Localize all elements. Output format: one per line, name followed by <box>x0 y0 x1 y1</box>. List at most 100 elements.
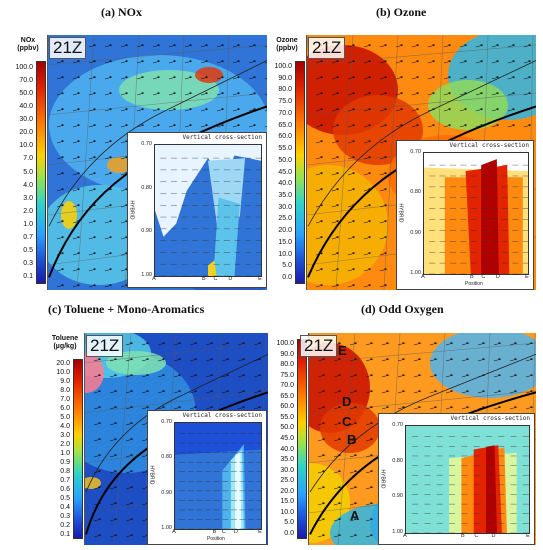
panel-b-ozone-map: Ozone (ppbv) 100.0 90.0 80.0 75.0 70.0 65.0 60… <box>268 35 536 290</box>
legend-tick-label: 0.1 <box>60 530 70 538</box>
cross-section-x-tick: A <box>152 276 156 282</box>
cross-section-y-tick: 0.70 <box>161 419 172 425</box>
cross-section-plot <box>174 422 262 530</box>
nox-cross-section-inset: Vertical cross-section HYBRID 0.70 0.80 0.90… <box>127 132 267 288</box>
legend-tick-label: 0.1 <box>23 273 33 281</box>
legend-tick-label: 0.0 <box>282 274 292 282</box>
legend-tick-label: 25.0 <box>280 477 294 485</box>
cross-section-y-axis-label: HYBRID <box>379 469 386 488</box>
cross-section-field <box>175 423 261 529</box>
legend-tick-label: 0.9 <box>60 458 70 466</box>
legend-tick-label: 65.0 <box>278 121 292 129</box>
cross-section-x-tick: A <box>403 533 407 539</box>
legend-tick-label: 50.0 <box>280 424 294 432</box>
legend-tick-label: 20.0 <box>56 359 70 367</box>
cross-section-title: Vertical cross-section <box>449 142 529 149</box>
legend-tick-label: 0.3 <box>60 512 70 520</box>
legend-tick-label: 60.0 <box>280 403 294 411</box>
cross-section-x-tick: D <box>495 274 500 280</box>
cross-section-y-axis-label: HYBRID <box>397 203 404 222</box>
legend-tick-label: 50.0 <box>19 89 33 97</box>
legend-tick-label: 0.8 <box>60 467 70 475</box>
transect-point-d: D <box>342 394 352 409</box>
cross-section-y-tick: 1.00 <box>141 272 152 278</box>
nox-legend-colorbar <box>36 61 46 284</box>
cross-section-x-tick: C <box>474 533 479 539</box>
cross-section-field <box>155 145 261 276</box>
legend-tick-label: 20.0 <box>278 227 292 235</box>
transect-point-c: C <box>342 414 352 429</box>
odd-oxygen-cross-section-inset: Vertical cross-section HYBRID 0.70 0.80 0.90… <box>378 413 535 545</box>
cross-section-title: Vertical cross-section <box>182 134 262 141</box>
legend-tick-label: 3.0 <box>60 431 70 439</box>
panel-b-title: (b) Ozone <box>376 5 427 19</box>
transect-point-b: B <box>347 432 357 447</box>
legend-tick-label: 45.0 <box>280 435 294 442</box>
legend-tick-label: 25.0 <box>278 215 292 223</box>
cross-section-x-tick: B <box>212 529 217 535</box>
toluene-legend: Toluene (µg/kg) 20.0 10.0 9.0 8.0 7.0 6.0 5.0 4… <box>46 333 85 545</box>
legend-tick-label: 15.0 <box>280 498 294 506</box>
nox-legend: NOx (ppbv) 100.0 70.0 50.0 40.0 30.0 20.0 10.0… <box>9 35 48 290</box>
legend-tick-label: 80.0 <box>280 361 294 369</box>
legend-tick-label: 9.0 <box>60 377 70 385</box>
panel-a-title: (a) NOx <box>101 5 142 19</box>
cross-section-x-tick: D <box>233 529 238 535</box>
cross-section-x-tick: A <box>421 274 425 280</box>
legend-tick-label: 35.0 <box>278 191 292 199</box>
legend-tick-label: 0.3 <box>23 260 33 268</box>
cross-section-y-axis-label: HYBRID <box>148 465 155 485</box>
cross-section-y-tick: 0.70 <box>410 149 421 155</box>
cross-section-y-tick: 0.90 <box>392 493 403 500</box>
legend-tick-label: 0.7 <box>60 476 70 484</box>
legend-tick-label: 0.5 <box>23 247 33 255</box>
legend-tick-label: 50.0 <box>278 156 292 164</box>
legend-tick-label: 0.6 <box>60 485 70 493</box>
legend-tick-label: 0.5 <box>60 494 70 502</box>
cross-section-x-tick: C <box>481 274 486 280</box>
cross-section-x-tick: D <box>228 276 233 282</box>
cross-section-x-tick: D <box>491 533 496 539</box>
legend-tick-label: 0.2 <box>60 521 70 529</box>
legend-tick-label: 5.0 <box>282 262 292 270</box>
ozone-time-label: 21Z <box>308 37 346 59</box>
legend-tick-label: 75.0 <box>278 98 292 106</box>
cross-section-x-tick: B <box>201 276 206 282</box>
legend-tick-label: 8.0 <box>60 386 70 394</box>
ozone-legend: Ozone (ppbv) 100.0 90.0 80.0 75.0 70.0 65.0 60… <box>268 35 307 290</box>
legend-tick-label: 70.0 <box>280 382 294 390</box>
legend-tick-label: 7.0 <box>23 155 33 163</box>
legend-tick-label: 4.0 <box>23 181 33 189</box>
legend-tick-label: 4.0 <box>60 422 70 430</box>
legend-tick-label: 100.0 <box>15 63 33 71</box>
legend-tick-label: 40.0 <box>280 445 294 453</box>
legend-tick-label: 30.0 <box>278 203 292 211</box>
legend-tick-label: 10.0 <box>280 508 294 516</box>
cross-section-y-tick: 1.00 <box>392 529 403 535</box>
cross-section-x-tick: B <box>470 274 474 280</box>
legend-tick-label: 40.0 <box>278 180 292 188</box>
legend-tick-label: 30.0 <box>280 466 294 474</box>
legend-tick-label: 1.0 <box>60 449 70 457</box>
legend-tick-label: 65.0 <box>280 392 294 400</box>
legend-tick-label: 20.0 <box>19 129 33 137</box>
ozone-legend-colorbar <box>295 61 305 284</box>
cross-section-title: Vertical cross-section <box>182 412 262 419</box>
cross-section-y-tick: 0.90 <box>161 489 172 496</box>
cross-section-y-tick: 0.70 <box>141 141 152 147</box>
cross-section-x-tick: E <box>526 533 530 539</box>
panel-c-title: (c) Toluene + Mono-Aromatics <box>48 302 205 316</box>
cross-section-plot <box>154 144 262 277</box>
odd-oxygen-legend: 100.0 90.0 80.0 75.0 70.0 65.0 60.0 55.0 50.0 45.… <box>270 333 309 545</box>
legend-tick-label: 5.0 <box>60 413 70 421</box>
legend-tick-label: 0.0 <box>284 529 294 537</box>
legend-tick-label: 2.0 <box>23 207 33 215</box>
toluene-cross-section-inset: Vertical cross-section HYBRID 0.70 0.80 0.90… <box>147 410 267 545</box>
cross-section-y-tick: 0.80 <box>410 189 421 196</box>
cross-section-x-tick: A <box>172 529 176 535</box>
legend-tick-label: 35.0 <box>280 456 294 464</box>
cross-section-field <box>406 426 529 533</box>
legend-tick-label: 10.0 <box>19 142 33 150</box>
cross-section-x-tick: C <box>213 276 218 282</box>
panel-d-odd-oxygen-map: 100.0 90.0 80.0 75.0 70.0 65.0 60.0 55.0 50.0 45.… <box>270 333 536 545</box>
